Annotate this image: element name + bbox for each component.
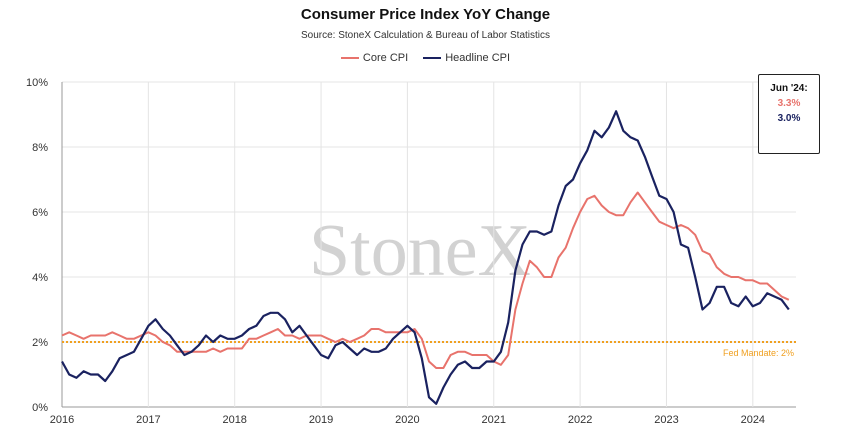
fed-mandate-label: Fed Mandate: 2% [723,348,794,358]
y-tick-label: 8% [32,142,48,154]
x-tick-label: 2020 [395,414,419,426]
legend-swatch-headline [423,57,442,60]
legend-swatch-core [340,57,359,60]
x-tick-label: 2023 [654,414,678,426]
headline-cpi-line [61,110,790,405]
y-tick-label: 10% [26,77,48,89]
latest-value-callout: Jun '24: 3.3% 3.0% [758,74,820,154]
chart-title: Consumer Price Index YoY Change [300,6,551,23]
y-tick-label: 0% [32,402,48,414]
legend-item-core[interactable]: Core CPI [340,52,409,64]
x-tick-label: 2024 [741,414,765,426]
x-tick-label: 2018 [222,414,246,426]
callout-core-value: 3.3% [777,98,801,109]
legend: Core CPI Headline CPI [0,52,851,64]
x-tick-label: 2021 [482,414,506,426]
legend-item-headline[interactable]: Headline CPI [423,52,510,64]
chart-subtitle: Source: StoneX Calculation & Bureau of L… [300,30,551,41]
legend-label-core: Core CPI [362,52,409,64]
x-tick-label: 2022 [568,414,592,426]
y-tick-label: 4% [32,272,48,284]
callout-headline-value: 3.0% [777,113,801,124]
callout-title: Jun '24: [770,83,808,94]
x-tick-label: 2019 [309,414,333,426]
y-tick-label: 6% [32,207,48,219]
x-tick-label: 2016 [50,414,74,426]
y-tick-label: 2% [32,337,48,349]
legend-label-headline: Headline CPI [445,52,511,64]
x-tick-label: 2017 [136,414,160,426]
watermark-logo: StoneX [309,210,531,292]
